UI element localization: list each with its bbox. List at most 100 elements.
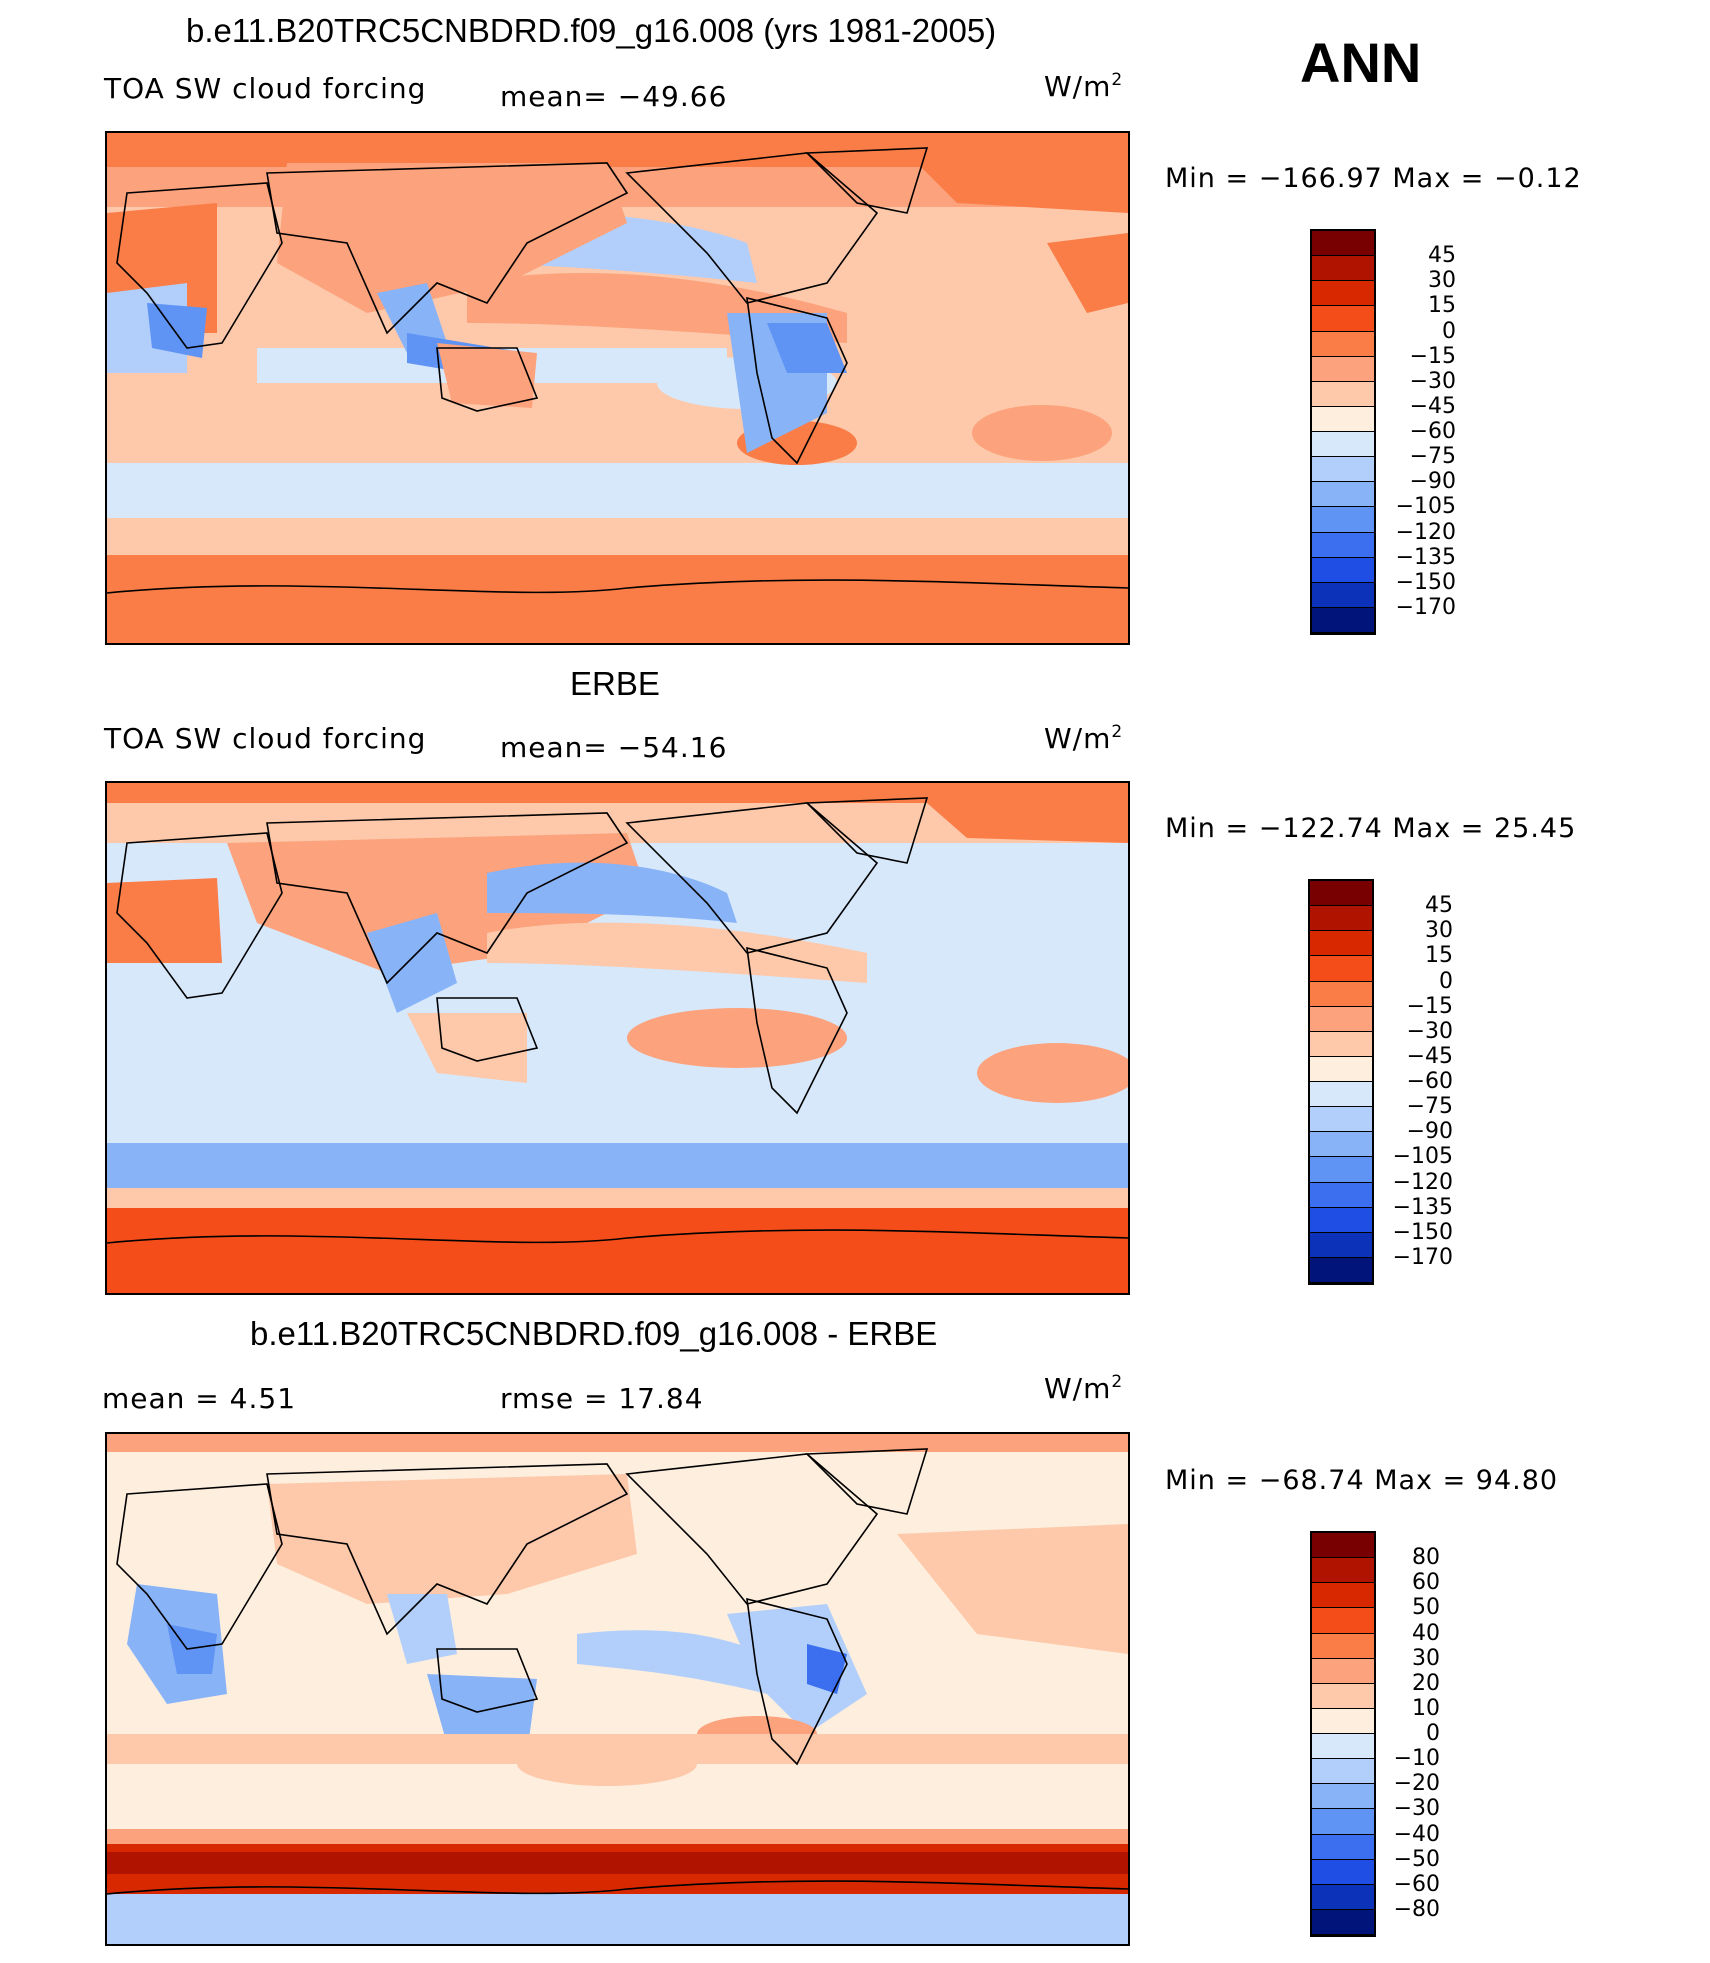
colorbar-cell bbox=[1310, 981, 1372, 1007]
panel-2-colorbar bbox=[1308, 879, 1374, 1285]
colorbar-cell bbox=[1312, 1909, 1374, 1935]
panel-2-min-max: Min = −122.74 Max = 25.45 bbox=[1165, 813, 1577, 844]
colorbar-tick-label: −30 bbox=[1409, 368, 1456, 394]
colorbar-cell bbox=[1310, 1082, 1372, 1108]
colorbar-tick-label: −150 bbox=[1392, 1219, 1453, 1245]
panel-2-title: ERBE bbox=[570, 665, 660, 702]
panel-3-colorbar bbox=[1310, 1531, 1376, 1937]
colorbar-tick-label: 15 bbox=[1425, 943, 1453, 969]
colorbar-tick-label: −120 bbox=[1392, 1169, 1453, 1195]
colorbar-cell bbox=[1312, 532, 1374, 558]
colorbar-tick-label: −120 bbox=[1395, 519, 1456, 545]
colorbar-tick-label: −40 bbox=[1393, 1821, 1440, 1847]
panel-2-variable-label: TOA SW cloud forcing bbox=[104, 722, 427, 755]
colorbar-cell bbox=[1312, 231, 1374, 257]
colorbar-cell bbox=[1312, 1633, 1374, 1659]
colorbar-tick-label: −75 bbox=[1406, 1094, 1453, 1120]
colorbar-tick-label: −90 bbox=[1409, 469, 1456, 495]
colorbar-tick-label: 30 bbox=[1412, 1645, 1440, 1671]
panel-2-map bbox=[105, 781, 1130, 1295]
colorbar-cell bbox=[1310, 1056, 1372, 1082]
colorbar-cell bbox=[1312, 1708, 1374, 1734]
colorbar-tick-label: 45 bbox=[1428, 243, 1456, 269]
colorbar-tick-label: 0 bbox=[1442, 318, 1456, 344]
colorbar-tick-label: 30 bbox=[1428, 268, 1456, 294]
colorbar-tick-label: 15 bbox=[1428, 293, 1456, 319]
colorbar-cell bbox=[1312, 457, 1374, 483]
colorbar-tick-label: −60 bbox=[1409, 419, 1456, 444]
panel-1-mean-label: mean= −49.66 bbox=[500, 80, 728, 113]
colorbar-cell bbox=[1312, 557, 1374, 583]
season-label: ANN bbox=[1300, 31, 1422, 94]
colorbar-cell bbox=[1312, 1759, 1374, 1785]
colorbar-tick-label: −15 bbox=[1409, 343, 1456, 369]
colorbar-tick-label: −150 bbox=[1395, 569, 1456, 595]
colorbar-tick-label: 50 bbox=[1412, 1595, 1440, 1621]
colorbar-tick-label: −80 bbox=[1393, 1896, 1440, 1922]
colorbar-cell bbox=[1310, 881, 1372, 907]
colorbar-cell bbox=[1312, 406, 1374, 432]
colorbar-cell bbox=[1312, 1884, 1374, 1910]
colorbar-tick-label: 80 bbox=[1412, 1545, 1440, 1571]
colorbar-cell bbox=[1312, 582, 1374, 608]
colorbar-cell bbox=[1312, 1859, 1374, 1885]
colorbar-cell bbox=[1310, 1257, 1372, 1283]
colorbar-cell bbox=[1312, 1658, 1374, 1684]
colorbar-cell bbox=[1310, 956, 1372, 982]
colorbar-cell bbox=[1312, 482, 1374, 508]
panel-2-units: W/m2 bbox=[1044, 722, 1124, 755]
panel-3-min-max: Min = −68.74 Max = 94.80 bbox=[1165, 1465, 1559, 1496]
colorbar-cell bbox=[1310, 1182, 1372, 1208]
colorbar-cell bbox=[1312, 1583, 1374, 1609]
panel-1-variable-label: TOA SW cloud forcing bbox=[104, 72, 427, 105]
colorbar-tick-label: −135 bbox=[1395, 544, 1456, 570]
panel-3-mean-label: mean = 4.51 bbox=[102, 1382, 297, 1415]
colorbar-cell bbox=[1312, 1784, 1374, 1810]
colorbar-tick-label: −45 bbox=[1409, 393, 1456, 419]
panel-3-map bbox=[105, 1432, 1130, 1946]
panel-3-title: b.e11.B20TRC5CNBDRD.f09_g16.008 - ERBE bbox=[250, 1315, 938, 1352]
colorbar-cell bbox=[1312, 356, 1374, 382]
colorbar-cell bbox=[1310, 1107, 1372, 1133]
colorbar-cell bbox=[1312, 1734, 1374, 1760]
colorbar-cell bbox=[1312, 607, 1374, 633]
colorbar-cell bbox=[1310, 931, 1372, 957]
panel-1-units: W/m2 bbox=[1044, 70, 1124, 103]
colorbar-cell bbox=[1312, 331, 1374, 357]
colorbar-tick-label: 0 bbox=[1439, 968, 1453, 994]
colorbar-cell bbox=[1312, 507, 1374, 533]
colorbar-cell bbox=[1310, 1031, 1372, 1057]
colorbar-tick-label: 40 bbox=[1412, 1620, 1440, 1646]
colorbar-tick-label: 10 bbox=[1412, 1695, 1440, 1721]
colorbar-cell bbox=[1312, 256, 1374, 282]
colorbar-tick-label: −105 bbox=[1395, 494, 1456, 520]
colorbar-tick-label: −30 bbox=[1393, 1796, 1440, 1822]
colorbar-tick-label: 0 bbox=[1426, 1721, 1440, 1746]
panel-1-title: b.e11.B20TRC5CNBDRD.f09_g16.008 (yrs 198… bbox=[186, 12, 997, 49]
colorbar-cell bbox=[1312, 1683, 1374, 1709]
colorbar-tick-label: −10 bbox=[1393, 1746, 1440, 1772]
colorbar-cell bbox=[1310, 1207, 1372, 1233]
colorbar-tick-label: −90 bbox=[1406, 1119, 1453, 1145]
colorbar-tick-label: −60 bbox=[1393, 1871, 1440, 1897]
panel-1-colorbar bbox=[1310, 229, 1376, 635]
panel-1-min-max: Min = −166.97 Max = −0.12 bbox=[1165, 163, 1582, 194]
colorbar-tick-label: −30 bbox=[1406, 1018, 1453, 1044]
colorbar-tick-label: 20 bbox=[1412, 1670, 1440, 1696]
colorbar-tick-label: 45 bbox=[1425, 893, 1453, 919]
colorbar-tick-label: −15 bbox=[1406, 993, 1453, 1019]
colorbar-tick-label: −60 bbox=[1406, 1069, 1453, 1094]
colorbar-tick-label: −50 bbox=[1393, 1846, 1440, 1872]
colorbar-tick-label: 60 bbox=[1412, 1570, 1440, 1596]
colorbar-cell bbox=[1310, 1006, 1372, 1032]
colorbar-cell bbox=[1312, 281, 1374, 307]
panel-3-units: W/m2 bbox=[1044, 1372, 1124, 1405]
colorbar-cell bbox=[1312, 381, 1374, 407]
colorbar-cell bbox=[1310, 906, 1372, 932]
colorbar-tick-label: −45 bbox=[1406, 1043, 1453, 1069]
panel-3-rmse-label: rmse = 17.84 bbox=[500, 1382, 704, 1415]
colorbar-tick-label: −135 bbox=[1392, 1194, 1453, 1220]
colorbar-cell bbox=[1312, 432, 1374, 458]
colorbar-tick-label: 30 bbox=[1425, 918, 1453, 944]
colorbar-cell bbox=[1310, 1232, 1372, 1258]
